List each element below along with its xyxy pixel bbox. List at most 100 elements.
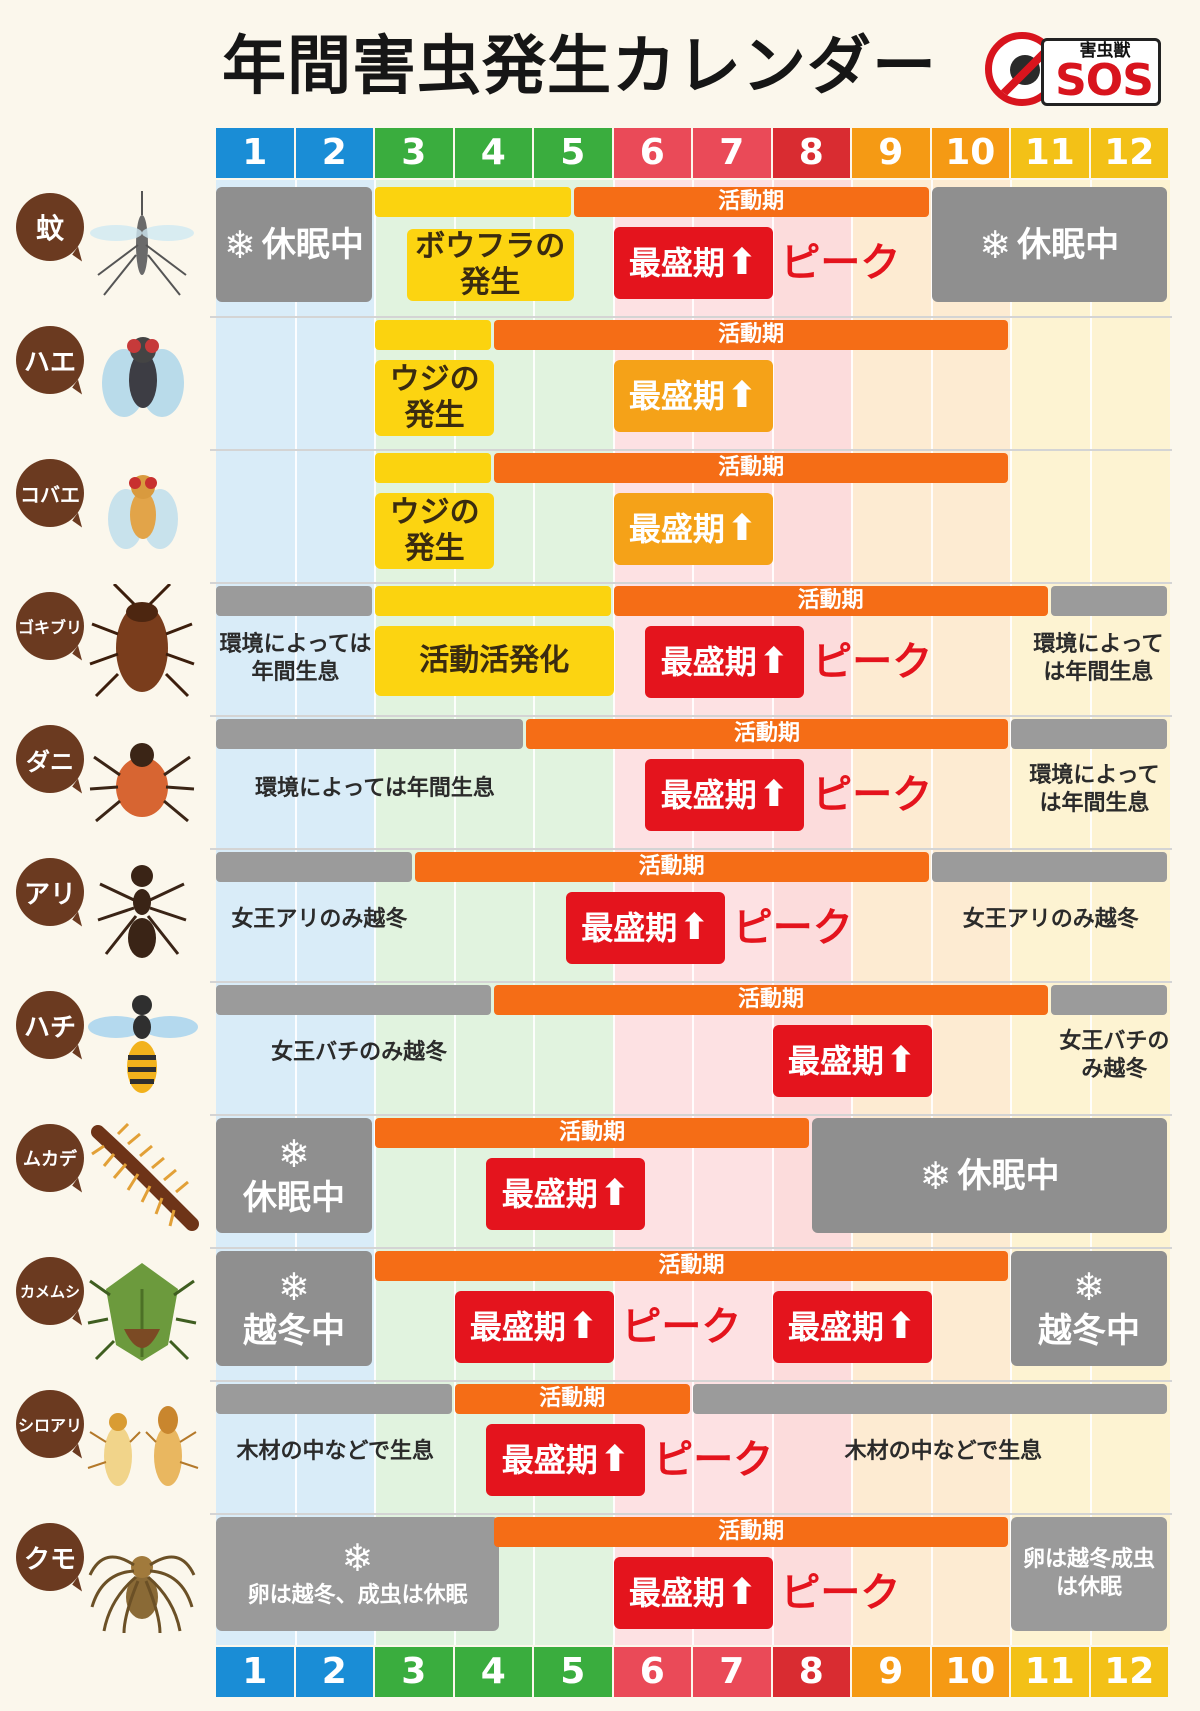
active-period-bar: 活動期 [494,320,1008,350]
larva-period-bar [375,187,571,217]
up-arrow-icon: ⬆ [885,1040,917,1081]
month-header: 8 [772,1647,850,1697]
insect-name-badge: ハエ [16,326,84,394]
month-header: 1 [216,128,294,178]
month-divider [1010,180,1012,1645]
fruit-fly-icon [84,451,200,571]
peak-season-label: 最盛期 [581,909,678,947]
row-separator [210,1513,1172,1515]
month-divider [294,180,297,1645]
active-period-bar: 活動期 [494,453,1008,483]
sos-logo: 害虫獣 SOS [985,28,1163,110]
up-arrow-icon: ⬆ [726,242,758,283]
up-arrow-icon: ⬆ [758,641,789,682]
inactive-period-bar [216,985,492,1015]
peak-text: ピーク [812,639,933,685]
month-header: 1 [216,1647,294,1697]
peak-season-label: 最盛期 [628,377,725,415]
month-header: 2 [295,1647,373,1697]
inactive-period-bar [1050,586,1167,616]
peak-season-label: 最盛期 [628,244,725,282]
stinkbug-icon [84,1249,200,1369]
centipede-icon [84,1116,200,1236]
dormant-block: ❄ 休眠中 [216,1118,372,1233]
peak-season-box: 最盛期⬆ [772,1025,932,1097]
row-separator [210,449,1172,451]
month-header: 12 [1090,1647,1168,1697]
up-arrow-icon: ⬆ [726,375,758,416]
peak-season-box: 最盛期⬆ [645,626,805,698]
snowflake-icon: ❄ [979,222,1012,267]
month-header: 7 [693,1647,771,1697]
peak-season-label: 最盛期 [660,776,757,814]
dormant-label: 休眠中 [243,1177,345,1218]
peak-season-box: 最盛期⬆ [613,493,773,565]
peak-season-box: 最盛期⬆ [486,1424,646,1496]
dormant-block: ❄ 休眠中 [812,1118,1167,1233]
insect-name-badge: ムカデ [16,1124,84,1192]
fly-icon [84,318,200,438]
month-header: 5 [534,128,612,178]
month-header: 4 [454,1647,532,1697]
up-arrow-icon: ⬆ [726,1572,758,1613]
row-separator [210,582,1172,584]
larva-box: ボウフラの発生 [406,229,574,301]
note-text: 木材の中などで生息 [844,1439,1043,1464]
insect-name-badge: カメムシ [16,1257,84,1325]
inactive-period-bar [693,1384,1167,1414]
month-header: 10 [931,128,1009,178]
note-text: 環境によっては年間生息 [1029,763,1160,816]
snowflake-icon: ❄ [1073,1264,1105,1309]
month-header: 11 [1011,1647,1089,1697]
peak-text: ピーク [732,905,853,951]
up-arrow-icon: ⬆ [599,1173,630,1214]
insect-name-badge: シロアリ [16,1390,84,1458]
row-separator [210,715,1172,717]
inactive-period-bar [216,1384,452,1414]
peak-season-label: 最盛期 [501,1175,598,1213]
dormant-block: ❄ 休眠中 [216,187,372,302]
dormant-block: ❄ 休眠中 [931,187,1167,302]
spider-icon [84,1515,200,1635]
up-arrow-icon: ⬆ [885,1306,917,1347]
active-period-bar: 活動期 [375,1118,810,1148]
inactive-period-bar [216,852,412,882]
inactive-period-bar [931,852,1167,882]
overwinter-label: 越冬中 [243,1310,345,1351]
peak-season-label: 最盛期 [787,1042,884,1080]
active-period-bar: 活動期 [454,1384,690,1414]
insect-name-badge: ハチ [16,991,84,1059]
inactive-period-bar [216,719,524,749]
insect-name-badge: コバエ [16,459,84,527]
logo-small-text: 害虫獣 [1079,41,1131,61]
note-text: 環境によっては年間生息 [1033,632,1164,685]
month-divider [1089,180,1092,1645]
peak-text: ピーク [780,240,901,286]
month-header: 4 [454,128,532,178]
spider-left-label: 卵は越冬、成虫は休眠 [247,1583,468,1608]
cockroach-icon [84,582,200,704]
month-header: 6 [613,128,691,178]
mosquito-icon [84,185,200,305]
month-header: 3 [375,1647,453,1697]
peak-season-box: 最盛期⬆ [565,892,725,964]
up-arrow-icon: ⬆ [726,508,758,549]
up-arrow-icon: ⬆ [567,1306,599,1347]
note-text: 女王バチのみ越冬 [271,1040,448,1065]
snowflake-icon: ❄ [919,1153,952,1198]
overwinter-label: 越冬中 [1038,1310,1140,1351]
snowflake-icon: ❄ [278,1264,310,1309]
termite-icon [84,1382,200,1502]
active-period-bar: 活動期 [613,586,1048,616]
month-header: 9 [852,1647,930,1697]
ant-icon [84,850,200,970]
larva-period-bar [375,320,492,350]
peak-season-label: 最盛期 [501,1441,598,1479]
peak-text: ピーク [621,1304,742,1350]
peak-text: ピーク [812,772,933,818]
snowflake-icon: ❄ [278,1131,310,1176]
peak-season-box: 最盛期⬆ [613,227,773,299]
month-divider [930,180,933,1645]
logo-box: 害虫獣 SOS [1041,38,1161,106]
